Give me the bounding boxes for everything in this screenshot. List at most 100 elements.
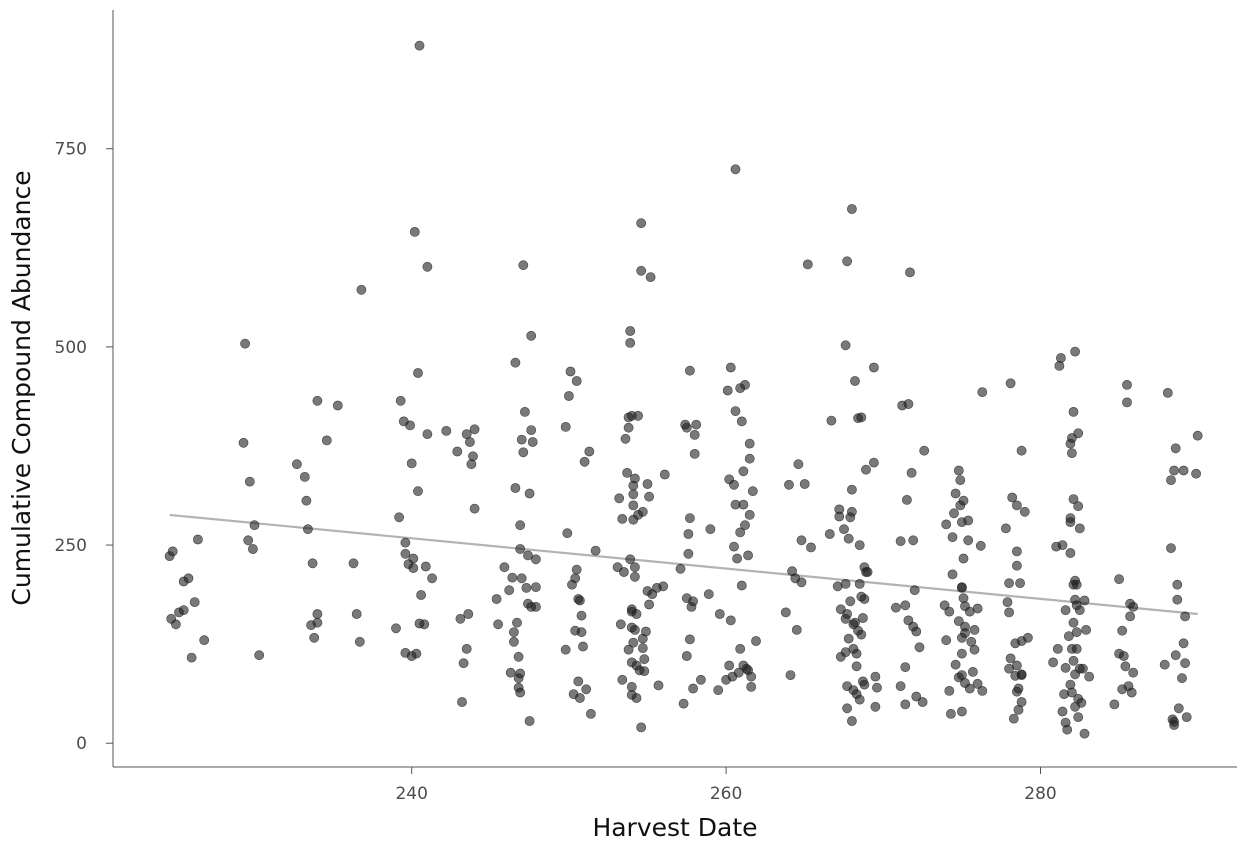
data-point — [900, 662, 911, 672]
data-point — [630, 625, 640, 635]
data-point — [509, 627, 519, 638]
data-point — [1192, 430, 1203, 441]
data-point — [1067, 448, 1077, 458]
data-point — [826, 415, 837, 426]
data-point — [1170, 650, 1181, 661]
data-point — [1057, 540, 1068, 550]
data-point — [653, 680, 664, 691]
data-point — [247, 544, 258, 554]
data-point — [639, 654, 650, 665]
data-point — [625, 337, 636, 348]
data-point — [464, 437, 475, 447]
data-point — [579, 456, 590, 467]
data-point — [1071, 579, 1082, 590]
data-point — [518, 447, 529, 458]
data-point — [746, 671, 757, 682]
data-point — [309, 632, 320, 643]
data-point — [507, 572, 518, 583]
data-point — [1001, 523, 1011, 534]
data-point — [854, 540, 865, 550]
data-point — [747, 486, 758, 497]
data-point — [167, 546, 178, 557]
y-tick-label: 250 — [55, 536, 87, 556]
data-point — [1159, 659, 1170, 670]
data-point — [743, 550, 753, 561]
data-point — [911, 626, 922, 637]
trendline-layer — [169, 513, 1198, 616]
data-point — [630, 473, 640, 484]
data-point — [1005, 653, 1016, 664]
data-point — [784, 479, 794, 490]
data-point — [645, 272, 656, 282]
data-point — [1128, 667, 1139, 678]
data-point — [824, 529, 835, 539]
data-point — [905, 267, 915, 278]
data-point — [972, 603, 983, 614]
data-point — [1078, 663, 1088, 674]
data-point — [1057, 706, 1068, 717]
data-point — [1172, 579, 1183, 590]
data-point — [515, 544, 526, 554]
data-point — [518, 260, 529, 271]
data-point — [1177, 673, 1187, 684]
data-point — [688, 683, 698, 694]
data-point — [523, 550, 533, 561]
data-point — [491, 594, 502, 604]
data-point — [1109, 699, 1120, 710]
data-point — [299, 471, 310, 482]
data-point — [1007, 492, 1018, 503]
data-point — [584, 446, 595, 457]
data-point — [1071, 627, 1082, 638]
data-point — [637, 643, 648, 653]
data-point — [902, 494, 912, 505]
data-point — [493, 619, 503, 630]
data-point — [895, 536, 906, 546]
data-point — [856, 629, 867, 640]
data-point — [1125, 611, 1135, 622]
data-point — [1056, 353, 1066, 363]
data-point — [302, 524, 313, 535]
data-point — [1065, 513, 1076, 523]
data-point — [1060, 605, 1071, 615]
data-point — [1012, 660, 1022, 671]
data-point — [461, 644, 472, 654]
data-point — [524, 488, 535, 499]
data-point — [688, 596, 698, 607]
data-point — [796, 577, 807, 588]
data-point — [631, 693, 642, 703]
data-point — [802, 259, 813, 270]
data-point — [1180, 611, 1190, 622]
data-point — [1079, 595, 1090, 606]
data-point — [411, 648, 422, 659]
data-point — [516, 573, 527, 584]
data-point — [628, 637, 639, 648]
data-point — [1122, 379, 1132, 390]
data-point — [703, 589, 714, 600]
data-point — [696, 674, 706, 685]
data-point — [725, 615, 736, 626]
data-point — [570, 573, 581, 584]
data-point — [531, 554, 541, 565]
data-point — [1181, 712, 1192, 722]
data-point — [1173, 703, 1184, 714]
data-point — [1012, 546, 1022, 557]
data-point — [903, 399, 914, 409]
data-point — [947, 569, 958, 580]
data-point — [240, 338, 250, 349]
data-point — [1002, 597, 1013, 607]
data-point — [842, 703, 852, 714]
data-point — [1067, 687, 1077, 698]
data-point — [238, 437, 249, 448]
data-point — [312, 617, 323, 628]
data-point — [348, 558, 359, 569]
data-point — [623, 422, 634, 433]
data-point — [573, 676, 584, 687]
data-point — [847, 506, 857, 517]
data-point — [722, 385, 733, 396]
data-point — [944, 686, 955, 696]
data-point — [1126, 687, 1137, 698]
data-point — [513, 651, 524, 662]
data-point — [641, 626, 651, 637]
data-point — [170, 619, 181, 630]
